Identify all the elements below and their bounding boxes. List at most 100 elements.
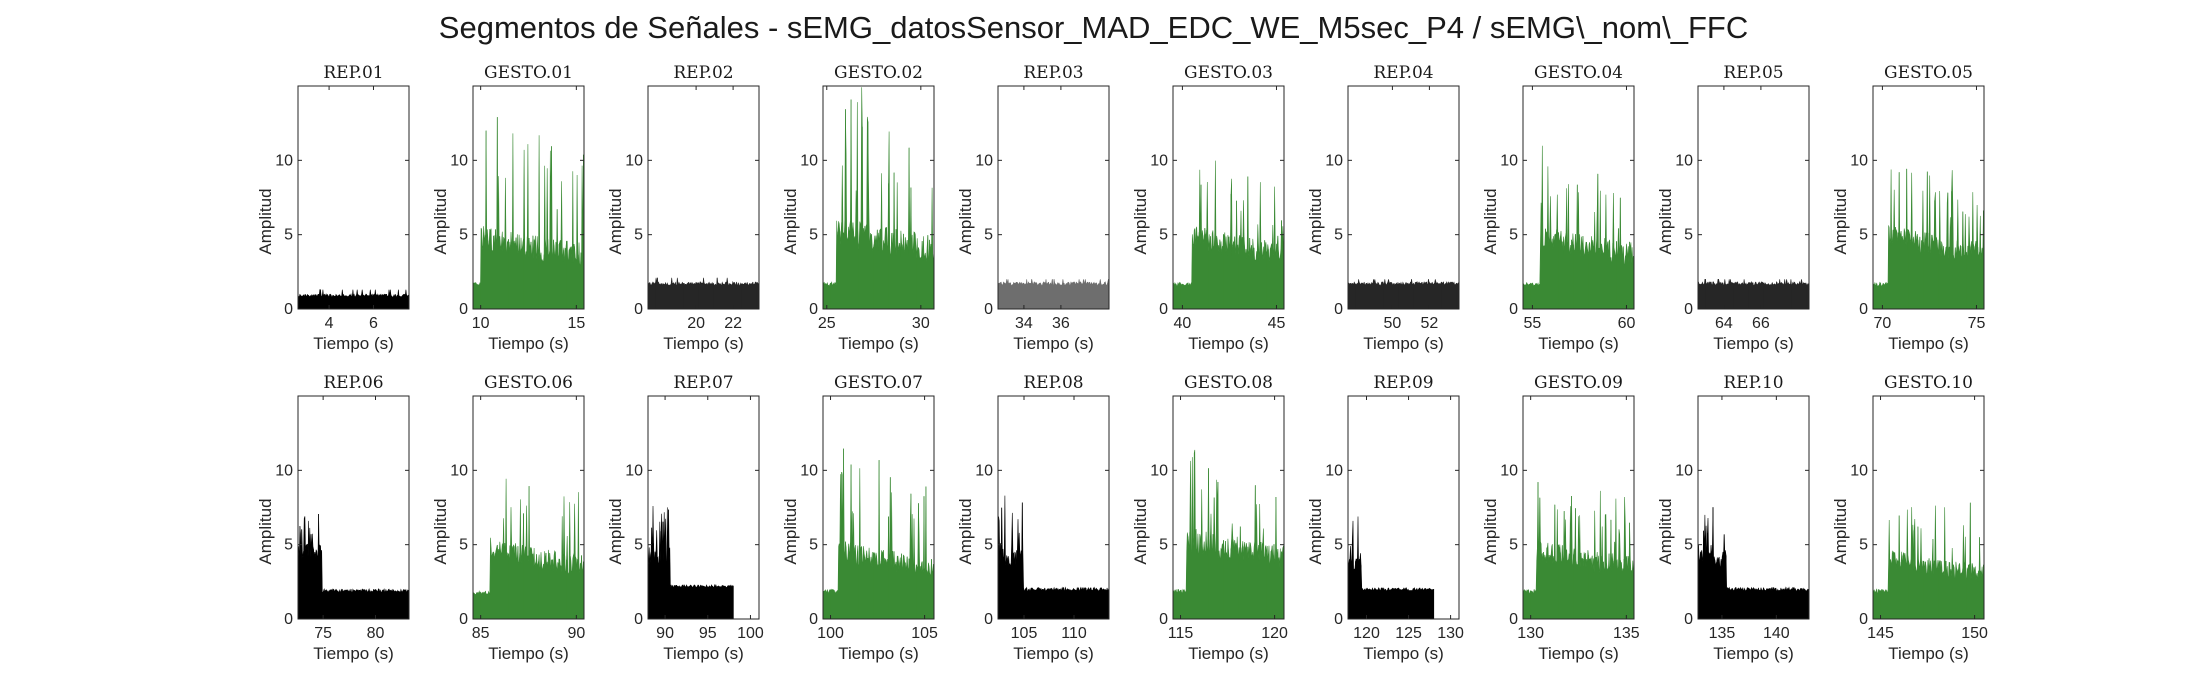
- y-tick-label: 0: [984, 611, 993, 628]
- y-axis-label: Amplitud: [1656, 188, 1675, 254]
- subplot-title: REP.07: [673, 373, 733, 393]
- x-tick-label: 150: [1961, 625, 1988, 642]
- x-tick-label: 100: [817, 625, 844, 642]
- x-tick-label: 140: [1763, 625, 1790, 642]
- x-tick-label: 50: [1384, 315, 1402, 332]
- x-tick-label: 34: [1015, 315, 1033, 332]
- axes-box: [1697, 395, 1810, 620]
- axes-box: [297, 395, 410, 620]
- x-axis-label: Tiempo (s): [1538, 334, 1619, 353]
- x-tick-label: 36: [1052, 315, 1070, 332]
- x-axis-label: Tiempo (s): [1013, 644, 1094, 663]
- x-tick-label: 105: [1011, 625, 1038, 642]
- axes-box: [997, 85, 1110, 310]
- y-tick-label: 5: [1859, 227, 1868, 244]
- y-axis-label: Amplitud: [256, 188, 275, 254]
- y-tick-label: 5: [634, 227, 643, 244]
- y-tick-label: 10: [450, 152, 468, 169]
- subplot-title: GESTO.07: [834, 373, 923, 393]
- axes-box: [472, 395, 585, 620]
- y-tick-label: 5: [634, 537, 643, 554]
- y-axis-label: Amplitud: [431, 498, 450, 564]
- y-tick-label: 5: [1859, 537, 1868, 554]
- subplot-title: REP.09: [1373, 373, 1433, 393]
- y-tick-label: 5: [284, 537, 293, 554]
- y-tick-label: 10: [1325, 152, 1343, 169]
- y-tick-label: 0: [459, 301, 468, 318]
- y-tick-label: 10: [625, 152, 643, 169]
- y-tick-label: 10: [275, 462, 293, 479]
- axes-box: [997, 395, 1110, 620]
- y-axis-label: Amplitud: [256, 498, 275, 564]
- y-tick-label: 0: [809, 301, 818, 318]
- y-axis-label: Amplitud: [431, 188, 450, 254]
- x-tick-label: 130: [1517, 625, 1544, 642]
- y-axis-label: Amplitud: [1306, 188, 1325, 254]
- y-tick-label: 0: [1334, 611, 1343, 628]
- x-axis-label: Tiempo (s): [1188, 644, 1269, 663]
- y-tick-label: 0: [1159, 301, 1168, 318]
- y-tick-label: 10: [1850, 152, 1868, 169]
- y-tick-label: 0: [809, 611, 818, 628]
- y-axis-label: Amplitud: [1306, 498, 1325, 564]
- y-tick-label: 10: [1850, 462, 1868, 479]
- subplot-title: REP.02: [673, 63, 733, 83]
- x-tick-label: 66: [1752, 315, 1770, 332]
- x-axis-label: Tiempo (s): [838, 644, 919, 663]
- y-tick-label: 0: [284, 301, 293, 318]
- x-tick-label: 6: [369, 315, 378, 332]
- y-tick-label: 5: [1334, 537, 1343, 554]
- y-axis-label: Amplitud: [606, 188, 625, 254]
- subplot-title: GESTO.10: [1884, 373, 1973, 393]
- x-axis-label: Tiempo (s): [663, 644, 744, 663]
- y-tick-label: 0: [1859, 611, 1868, 628]
- x-axis-label: Tiempo (s): [1363, 334, 1444, 353]
- axes-box: [647, 395, 760, 620]
- y-tick-label: 10: [975, 152, 993, 169]
- x-tick-label: 20: [687, 315, 705, 332]
- x-tick-label: 120: [1261, 625, 1288, 642]
- x-axis-label: Tiempo (s): [488, 334, 569, 353]
- y-axis-label: Amplitud: [956, 498, 975, 564]
- y-tick-label: 10: [800, 152, 818, 169]
- axes-box: [1697, 85, 1810, 310]
- y-tick-label: 5: [1509, 227, 1518, 244]
- x-axis-label: Tiempo (s): [663, 334, 744, 353]
- y-axis-label: Amplitud: [1131, 498, 1150, 564]
- y-tick-label: 5: [459, 227, 468, 244]
- y-axis-label: Amplitud: [606, 498, 625, 564]
- x-axis-label: Tiempo (s): [1713, 334, 1794, 353]
- subplot-title: REP.05: [1723, 63, 1783, 83]
- y-tick-label: 10: [450, 462, 468, 479]
- axes-box: [1347, 85, 1460, 310]
- y-tick-label: 10: [1675, 462, 1693, 479]
- subplot-title: GESTO.03: [1184, 63, 1273, 83]
- x-tick-label: 145: [1867, 625, 1894, 642]
- y-tick-label: 0: [1684, 301, 1693, 318]
- y-tick-label: 10: [1150, 462, 1168, 479]
- y-tick-label: 10: [800, 462, 818, 479]
- y-axis-label: Amplitud: [956, 188, 975, 254]
- subplot-title: GESTO.04: [1534, 63, 1623, 83]
- axes-box: [822, 85, 935, 310]
- x-tick-label: 95: [699, 625, 717, 642]
- subplot-title: REP.04: [1373, 63, 1433, 83]
- x-tick-label: 75: [1968, 315, 1986, 332]
- x-tick-label: 45: [1268, 315, 1286, 332]
- y-tick-label: 10: [1500, 462, 1518, 479]
- axes-box: [1522, 395, 1635, 620]
- subplot-title: GESTO.01: [484, 63, 573, 83]
- x-tick-label: 10: [472, 315, 490, 332]
- axes-box: [1522, 85, 1635, 310]
- subplot-title: REP.10: [1723, 373, 1783, 393]
- y-tick-label: 0: [984, 301, 993, 318]
- y-tick-label: 0: [634, 611, 643, 628]
- y-tick-label: 5: [809, 227, 818, 244]
- subplot-title: GESTO.06: [484, 373, 573, 393]
- x-tick-label: 64: [1715, 315, 1733, 332]
- x-axis-label: Tiempo (s): [1013, 334, 1094, 353]
- axes-box: [822, 395, 935, 620]
- x-tick-label: 85: [472, 625, 490, 642]
- x-tick-label: 130: [1437, 625, 1464, 642]
